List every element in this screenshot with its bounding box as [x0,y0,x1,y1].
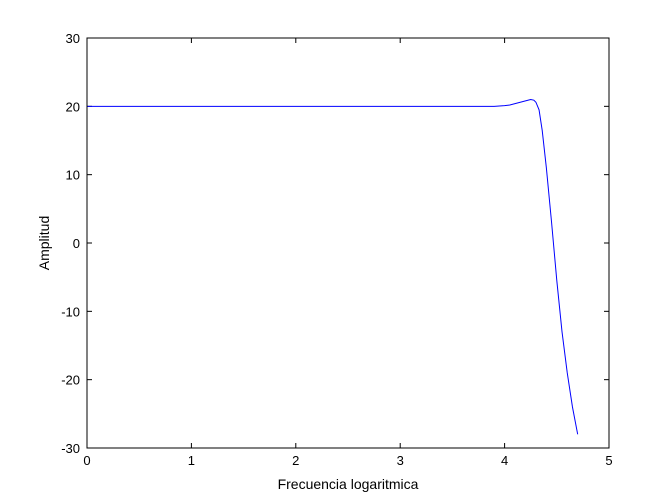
y-axis-label: Amplitud [36,216,52,270]
axes-box [86,37,610,449]
y-tick-label: -10 [61,304,80,319]
x-axis-label: Frecuencia logaritmica [278,476,419,492]
x-tick-label: 1 [188,453,195,468]
x-tick-label: 2 [292,453,299,468]
x-tick-label: 5 [605,453,612,468]
y-tick-label: 0 [73,236,80,251]
y-tick-label: -30 [61,441,80,456]
y-tick-label: 10 [66,168,80,183]
y-tick-label: 30 [66,31,80,46]
tick-labels-layer: 0 1 2 3 4 5 -30 -20 -10 0 10 20 30 [61,31,612,468]
series-line [87,98,579,435]
x-tick-label: 4 [501,453,508,468]
y-tick-label: 20 [66,99,80,114]
y-tick-label: -20 [61,373,80,388]
x-tick-label: 3 [397,453,404,468]
x-tick-label: 0 [83,453,90,468]
